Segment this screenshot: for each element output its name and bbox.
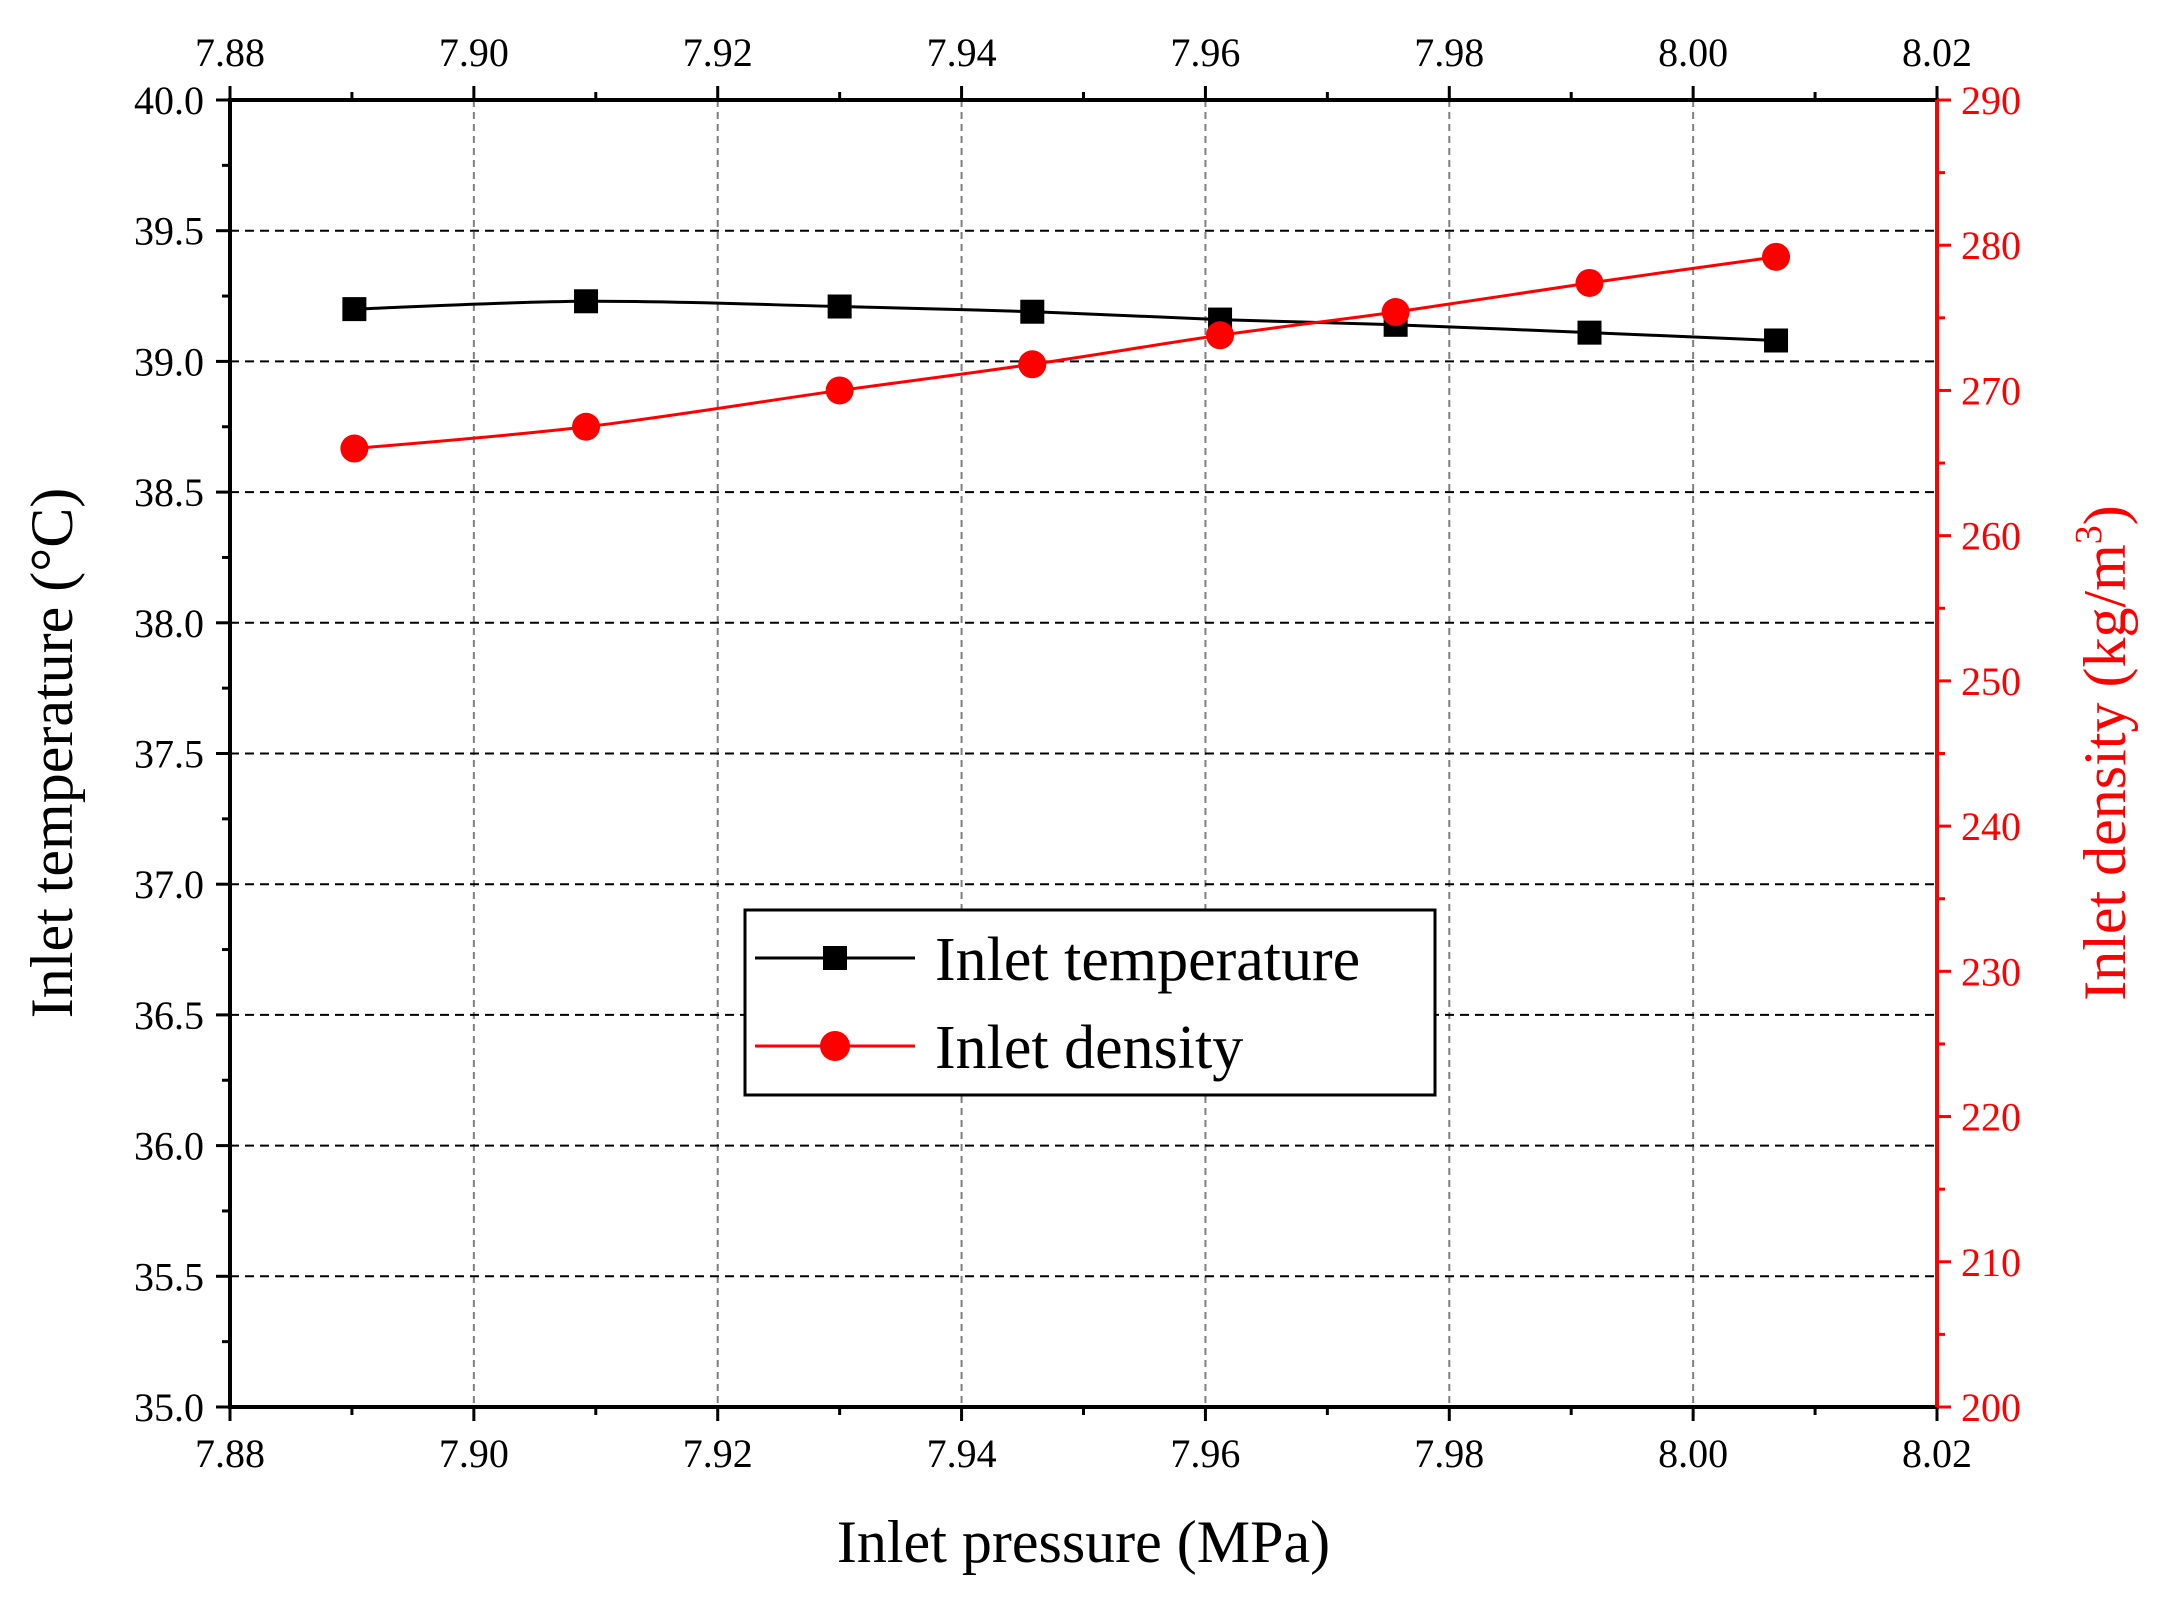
x-top-tick-label: 7.96 xyxy=(1170,30,1240,75)
y-right-tick-label: 220 xyxy=(1961,1095,2021,1140)
y-right-title-superscript: 3 xyxy=(2068,525,2110,544)
y-right-title-main: Inlet density (kg/m xyxy=(2072,544,2138,1001)
y-left-tick-label: 38.5 xyxy=(134,470,204,515)
data-point-density xyxy=(1575,268,1604,297)
x-top-tick-label: 7.90 xyxy=(439,30,509,75)
y-right-tick-label: 240 xyxy=(1961,804,2021,849)
data-point-density xyxy=(825,376,854,405)
legend-label-density: Inlet density xyxy=(935,1014,1243,1082)
y-right-tick-label: 290 xyxy=(1961,78,2021,123)
x-bottom-tick-label: 7.90 xyxy=(439,1431,509,1476)
y-left-tick-label: 38.0 xyxy=(134,601,204,646)
axis-ticks: 7.88 7.88 7.90 7.90 7.92 7.92 7.94 7.94 7.96 7.96… xyxy=(134,30,2021,1476)
y-left-tick-label: 37.0 xyxy=(134,862,204,907)
x-bottom-tick-label: 7.92 xyxy=(683,1431,753,1476)
y-right-axis-title: Inlet density (kg/m3) xyxy=(2068,505,2138,1001)
data-point-density xyxy=(1206,321,1235,350)
series-line-temperature xyxy=(354,299,1777,342)
x-bottom-tick-label: 7.96 xyxy=(1170,1431,1240,1476)
y-right-tick-label: 250 xyxy=(1961,659,2021,704)
data-point-temperature xyxy=(1577,320,1602,345)
series-line-density xyxy=(354,255,1777,451)
x-axis-title: Inlet pressure (MPa) xyxy=(837,1509,1330,1575)
data-point-temperature xyxy=(827,294,852,319)
y-right-tick-label: 210 xyxy=(1961,1240,2021,1285)
data-point-temperature xyxy=(574,289,599,314)
y-right-tick-label: 230 xyxy=(1961,949,2021,994)
x-top-tick-label: 7.92 xyxy=(683,30,753,75)
y-right-tick-label: 280 xyxy=(1961,223,2021,268)
data-point-density xyxy=(1381,298,1410,327)
legend-circle-marker-icon xyxy=(820,1031,850,1061)
data-point-density xyxy=(1762,242,1791,271)
x-top-tick-label: 7.98 xyxy=(1414,30,1484,75)
y-left-tick-label: 39.0 xyxy=(134,339,204,384)
legend-label-temperature: Inlet temperature xyxy=(935,926,1360,994)
y-right-tick-label: 270 xyxy=(1961,368,2021,413)
data-point-density xyxy=(1018,350,1047,379)
legend: Inlet temperature Inlet density xyxy=(743,908,1437,1097)
y-right-tick-label: 200 xyxy=(1961,1385,2021,1430)
x-bottom-tick-label: 7.88 xyxy=(195,1431,265,1476)
y-left-tick-label: 35.5 xyxy=(134,1254,204,1299)
data-point-temperature xyxy=(1020,299,1045,324)
y-left-axis-title: Inlet temperature (°C) xyxy=(19,488,85,1018)
data-point-temperature xyxy=(342,297,367,322)
x-bottom-tick-label: 7.94 xyxy=(927,1431,997,1476)
y-left-tick-label: 37.5 xyxy=(134,732,204,777)
legend-box xyxy=(743,908,1437,1097)
x-top-tick-label: 8.02 xyxy=(1902,30,1972,75)
data-point-temperature xyxy=(1764,328,1789,353)
data-point-density xyxy=(340,434,369,463)
y-left-tick-label: 35.0 xyxy=(134,1385,204,1430)
series-layer xyxy=(340,242,1791,463)
y-left-tick-label: 40.0 xyxy=(134,78,204,123)
x-top-tick-label: 8.00 xyxy=(1658,30,1728,75)
x-bottom-tick-label: 7.98 xyxy=(1414,1431,1484,1476)
y-left-tick-label: 39.5 xyxy=(134,209,204,254)
x-top-tick-label: 7.94 xyxy=(927,30,997,75)
data-point-density xyxy=(572,412,601,441)
y-right-title-suffix: ) xyxy=(2072,505,2138,525)
legend-square-marker-icon xyxy=(823,946,847,970)
y-left-tick-label: 36.0 xyxy=(134,1124,204,1169)
y-right-tick-label: 260 xyxy=(1961,514,2021,559)
x-top-tick-label: 7.88 xyxy=(195,30,265,75)
x-bottom-tick-label: 8.00 xyxy=(1658,1431,1728,1476)
x-bottom-tick-label: 8.02 xyxy=(1902,1431,1972,1476)
gridlines xyxy=(230,100,1937,1407)
y-left-tick-label: 36.5 xyxy=(134,993,204,1038)
